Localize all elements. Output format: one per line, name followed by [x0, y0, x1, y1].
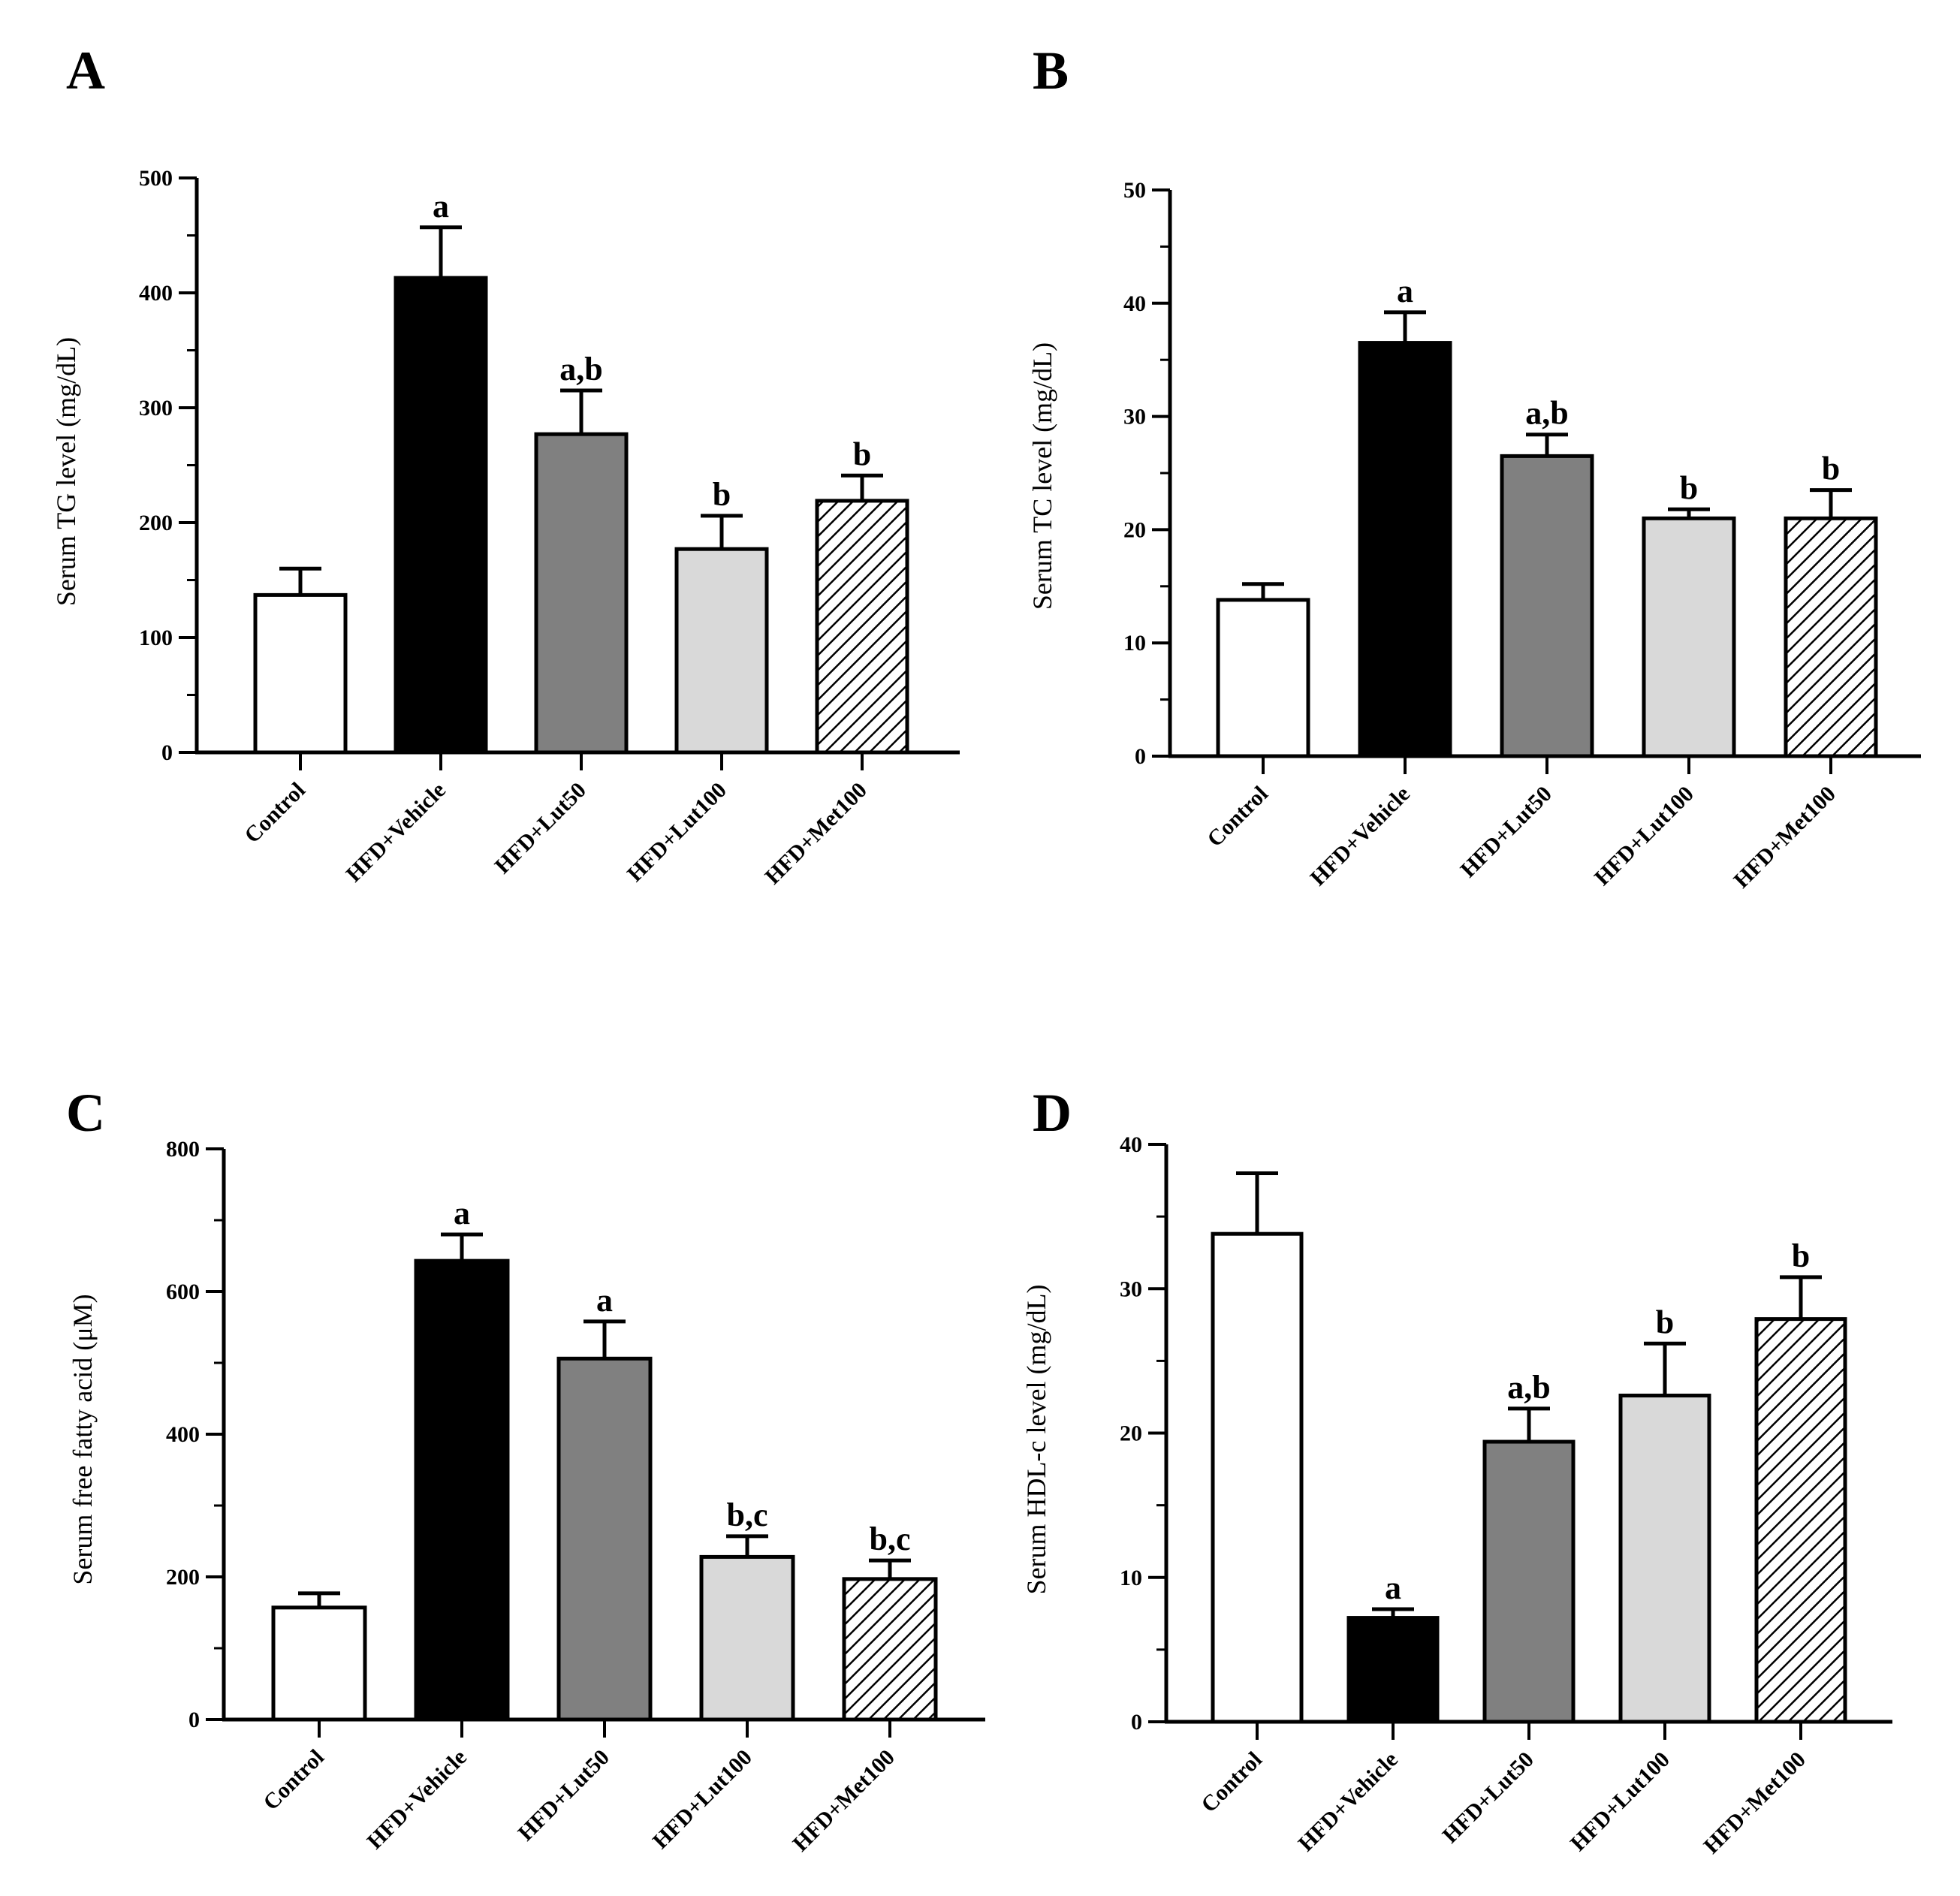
x-category-label: Control: [240, 778, 310, 849]
y-tick-label: 20: [1120, 1421, 1142, 1446]
significance-label: a: [596, 1282, 613, 1319]
bar-hfd-lut100: [674, 547, 769, 755]
significance-label: a: [454, 1195, 470, 1231]
bar-hfd-vehicle: [1358, 341, 1452, 758]
x-category-label: HFD+Met100: [1729, 782, 1841, 894]
significance-label: a,b: [1507, 1369, 1550, 1406]
y-tick-label: 40: [1120, 1132, 1142, 1157]
bar-hfd-vehicle: [1346, 1616, 1440, 1724]
y-tick-label: 200: [166, 1565, 200, 1590]
y-tick-label: 0: [188, 1708, 200, 1732]
bar-hfd-met100: [1784, 516, 1878, 758]
x-category-label: HFD+Lut50: [1438, 1747, 1539, 1848]
significance-label: a,b: [1525, 395, 1568, 432]
x-category-label: HFD+Vehicle: [342, 778, 451, 887]
x-category-label: HFD+Vehicle: [1294, 1747, 1403, 1856]
x-category-label: Control: [258, 1745, 329, 1816]
y-tick-label: 300: [139, 396, 173, 420]
x-category-label: HFD+Met100: [760, 778, 872, 890]
x-category-label: HFD+Vehicle: [363, 1745, 472, 1854]
y-axis-title: Serum TC level (mg/dL): [1027, 342, 1057, 610]
bar-hfd-lut100: [1642, 516, 1736, 758]
y-tick-label: 500: [139, 166, 173, 191]
bar-hfd-vehicle: [414, 1258, 510, 1722]
x-category-label: HFD+Lut100: [648, 1745, 757, 1854]
y-tick-label: 400: [166, 1422, 200, 1447]
y-tick-label: 0: [1135, 744, 1146, 769]
significance-label: a: [433, 188, 449, 225]
bar-control: [253, 592, 348, 755]
y-tick-label: 0: [1131, 1710, 1142, 1735]
panel-letter: B: [1033, 41, 1069, 101]
chart-panel-b: B Serum TC level (mg/dL) 0 10 20 30 40 50 Cont…: [1027, 41, 1921, 893]
significance-label: b: [1680, 469, 1698, 506]
x-category-label: HFD+Met100: [788, 1745, 900, 1857]
y-axis-title: Serum TG level (mg/dL): [51, 337, 81, 606]
x-category-label: HFD+Vehicle: [1306, 782, 1415, 891]
chart-panel-a: A Serum TG level (mg/dL) 0 100 200 300 400 50…: [51, 41, 960, 889]
x-category-label: Control: [1196, 1747, 1267, 1818]
bar-hfd-lut100: [1618, 1394, 1711, 1724]
y-tick-label: 400: [139, 281, 173, 306]
y-axis-title: Serum free fatty acid (μM): [68, 1294, 98, 1584]
x-category-label: HFD+Lut50: [490, 778, 591, 879]
y-tick-label: 600: [166, 1280, 200, 1304]
x-category-label: HFD+Lut50: [1456, 782, 1557, 882]
significance-label: b: [713, 476, 731, 513]
y-tick-label: 20: [1123, 517, 1146, 542]
y-tick-label: 100: [139, 625, 173, 650]
panel-letter: C: [66, 1083, 105, 1143]
significance-label: b,c: [727, 1497, 768, 1533]
bar-control: [1216, 598, 1310, 758]
bar-control: [271, 1605, 367, 1722]
y-tick-label: 200: [139, 511, 173, 535]
chart-panel-c: C Serum free fatty acid (μM) 0 200 400 600 8…: [66, 1083, 985, 1856]
significance-label: a: [1385, 1569, 1401, 1606]
significance-label: a: [1397, 273, 1413, 309]
y-tick-label: 30: [1120, 1277, 1142, 1301]
significance-label: b: [1792, 1237, 1810, 1274]
bar-hfd-met100: [815, 499, 909, 755]
chart-panel-d: D Serum HDL-c level (mg/dL) 0 10 20 30 40 Con…: [1021, 1083, 1892, 1858]
significance-label: b: [1822, 451, 1840, 487]
x-category-label: HFD+Lut100: [1590, 782, 1699, 891]
bar-hfd-lut50: [534, 432, 629, 755]
bar-hfd-vehicle: [394, 276, 488, 755]
y-tick-label: 30: [1123, 405, 1146, 430]
x-category-label: Control: [1202, 782, 1273, 852]
significance-label: a,b: [559, 351, 602, 387]
x-category-label: HFD+Lut50: [514, 1745, 614, 1846]
significance-label: b: [853, 436, 871, 472]
bar-hfd-met100: [842, 1577, 938, 1722]
x-category-label: HFD+Met100: [1699, 1747, 1811, 1859]
y-tick-label: 10: [1120, 1566, 1142, 1590]
panel-letter: D: [1033, 1083, 1072, 1143]
bar-hfd-lut100: [699, 1554, 795, 1722]
significance-label: b,c: [870, 1521, 911, 1557]
bar-hfd-lut50: [556, 1356, 653, 1722]
x-category-label: HFD+Lut100: [623, 778, 731, 887]
panel-letter: A: [66, 41, 105, 101]
y-tick-label: 40: [1123, 291, 1146, 316]
significance-label: b: [1656, 1304, 1674, 1340]
bar-hfd-lut50: [1482, 1439, 1576, 1724]
y-tick-label: 10: [1123, 631, 1146, 656]
x-category-label: HFD+Lut100: [1566, 1747, 1675, 1856]
y-tick-label: 50: [1123, 178, 1146, 203]
y-axis-title: Serum HDL-c level (mg/dL): [1021, 1285, 1051, 1595]
bar-hfd-lut50: [1500, 454, 1594, 758]
bar-hfd-met100: [1754, 1317, 1847, 1724]
bar-control: [1211, 1231, 1304, 1724]
y-tick-label: 0: [161, 740, 173, 765]
y-tick-label: 800: [166, 1137, 200, 1162]
